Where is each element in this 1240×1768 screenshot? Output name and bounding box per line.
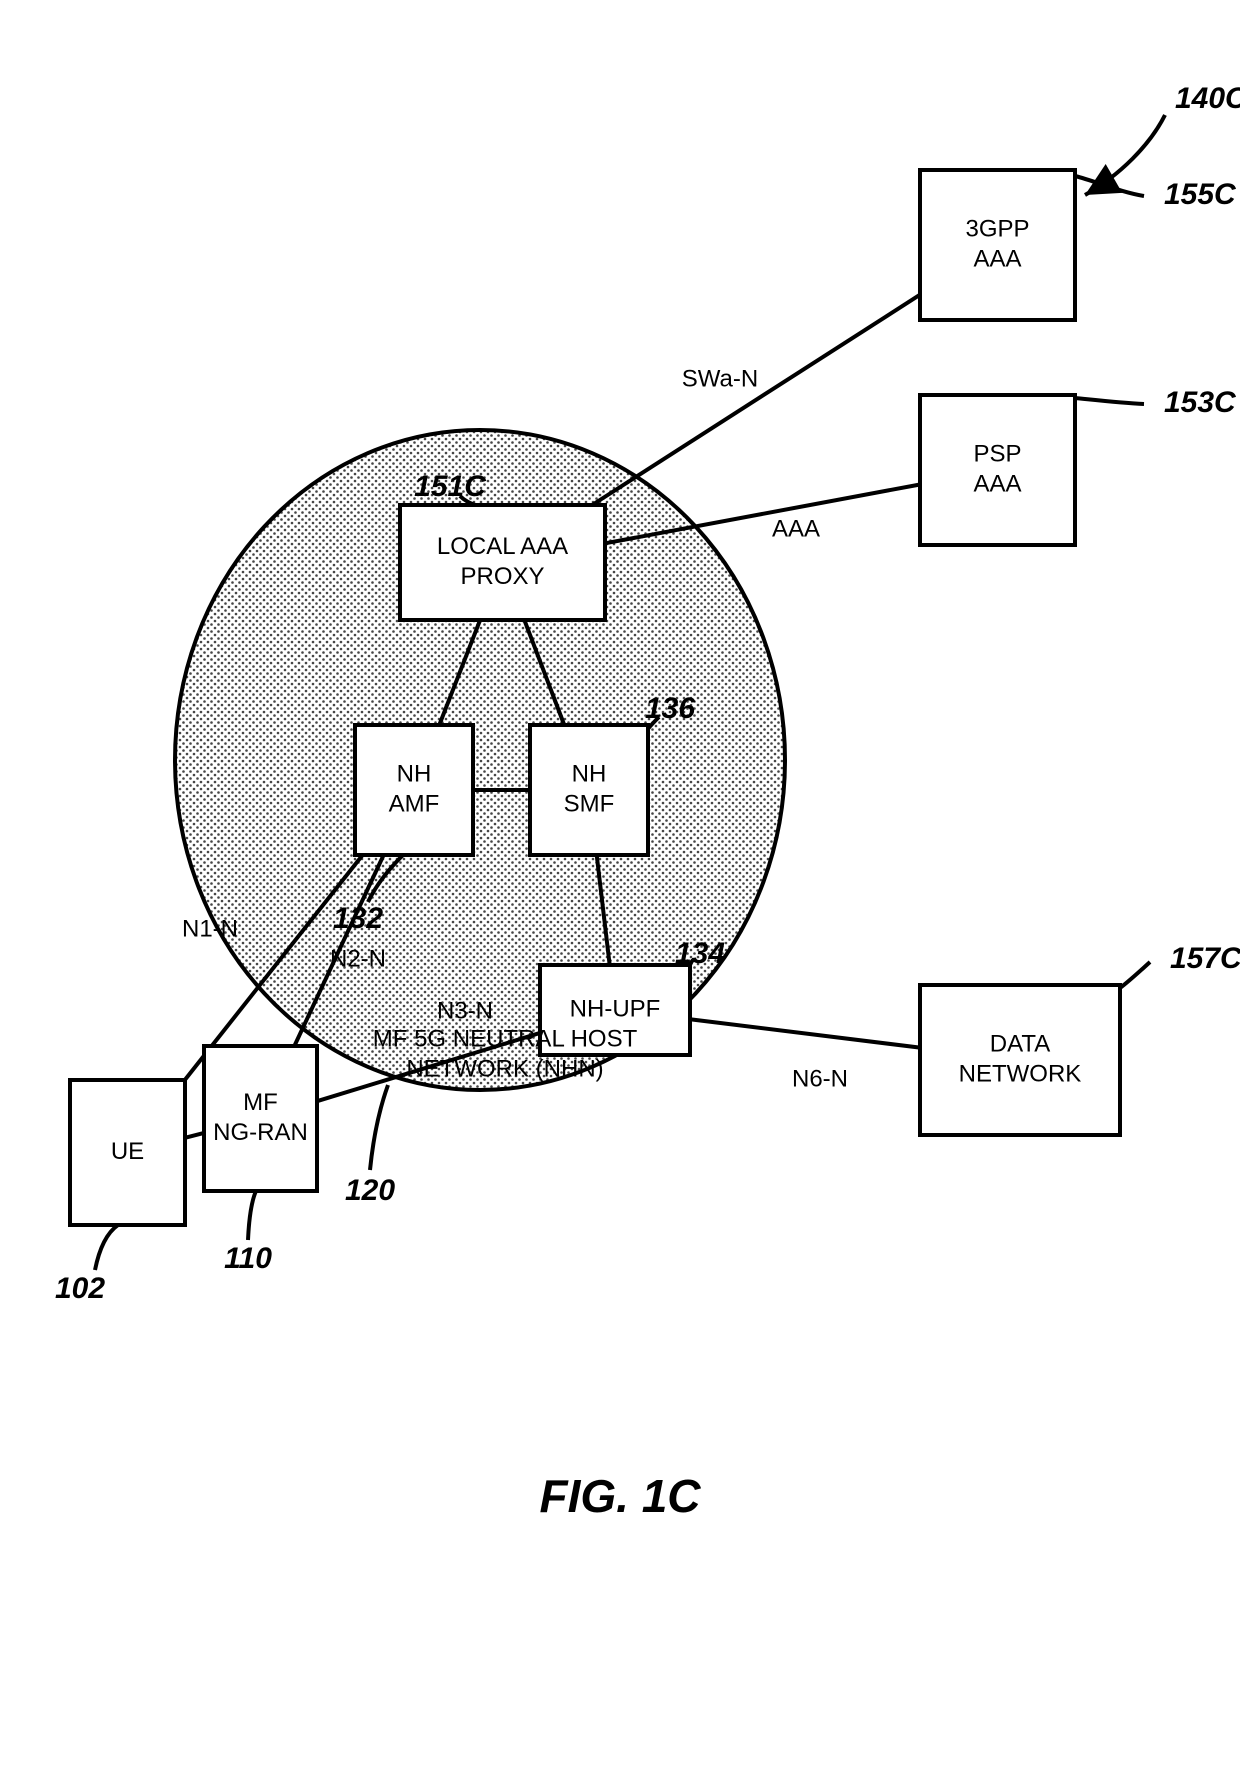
figure-title: FIG. 1C bbox=[539, 1470, 701, 1522]
ref-ngran: 110 bbox=[224, 1242, 272, 1275]
nhn-label-line-1: NETWORK (NHN) bbox=[406, 1055, 603, 1082]
ref-ue: 102 bbox=[55, 1272, 105, 1305]
edge-label-e_proxy_gpp: SWa-N bbox=[682, 365, 758, 392]
node-gpp: 3GPP AAA bbox=[920, 170, 1075, 320]
node-amf: NH AMF bbox=[355, 725, 473, 855]
ref-lead-nhn bbox=[370, 1085, 388, 1170]
node-proxy: LOCAL AAA PROXY bbox=[400, 505, 605, 620]
node-label-amf-0: NH bbox=[397, 760, 432, 787]
node-label-upf-0: NH-UPF bbox=[570, 995, 661, 1022]
node-label-proxy-0: LOCAL AAA bbox=[437, 533, 568, 560]
ref-smf: 136 bbox=[645, 692, 695, 725]
node-label-gpp-1: AAA bbox=[973, 245, 1021, 272]
node-ngran: MF NG-RAN bbox=[204, 1046, 317, 1191]
node-label-smf-1: SMF bbox=[564, 790, 615, 817]
node-smf: NH SMF bbox=[530, 725, 648, 855]
node-ue: UE bbox=[70, 1080, 185, 1225]
edge-label-e_upf_dn: N6-N bbox=[792, 1065, 848, 1092]
node-label-ngran-1: NG-RAN bbox=[213, 1119, 308, 1146]
ref-lead-dn bbox=[1120, 962, 1150, 988]
ref-amf: 132 bbox=[333, 902, 383, 935]
ref-lead-psp bbox=[1075, 398, 1144, 404]
nhn-label-line-0: MF 5G NEUTRAL HOST bbox=[373, 1025, 638, 1052]
node-label-smf-0: NH bbox=[572, 760, 607, 787]
edge-label-e_ue_amf: N1-N bbox=[182, 915, 238, 942]
node-label-proxy-1: PROXY bbox=[460, 563, 544, 590]
ref-nhn: 120 bbox=[345, 1174, 395, 1207]
node-label-amf-1: AMF bbox=[389, 790, 440, 817]
node-label-ue-0: UE bbox=[111, 1138, 144, 1165]
node-label-psp-1: AAA bbox=[973, 470, 1021, 497]
ref-upf: 134 bbox=[675, 937, 725, 970]
node-label-dn-0: DATA bbox=[990, 1030, 1050, 1057]
node-psp: PSP AAA bbox=[920, 395, 1075, 545]
ref-dn: 157C bbox=[1170, 942, 1240, 975]
edge-label-e_ngran_upf: N3-N bbox=[437, 997, 493, 1024]
edge-label-e_ngran_amf: N2-N bbox=[330, 945, 386, 972]
edge-e_proxy_gpp bbox=[592, 295, 920, 505]
ref-140c: 140C bbox=[1175, 82, 1240, 115]
edge-label-e_proxy_psp: AAA bbox=[772, 515, 820, 542]
ref-gpp: 155C bbox=[1164, 178, 1237, 211]
ref-lead-ue bbox=[95, 1225, 118, 1270]
ref-lead-ngran bbox=[248, 1191, 256, 1240]
diagram-canvas: N1-N N2-N N3-N SWa-N AAA N6-N UE MF NG-RAN NH AMF… bbox=[0, 0, 1240, 1768]
edge-e_ue_ngran bbox=[185, 1133, 204, 1138]
ref-psp: 153C bbox=[1164, 386, 1237, 419]
node-label-psp-0: PSP bbox=[973, 440, 1021, 467]
node-label-gpp-0: 3GPP bbox=[965, 215, 1029, 242]
node-label-ngran-0: MF bbox=[243, 1089, 278, 1116]
edge-e_upf_dn bbox=[690, 1019, 920, 1047]
node-label-dn-1: NETWORK bbox=[959, 1060, 1082, 1087]
ref-proxy: 151C bbox=[414, 470, 487, 503]
node-dn: DATA NETWORK bbox=[920, 985, 1120, 1135]
